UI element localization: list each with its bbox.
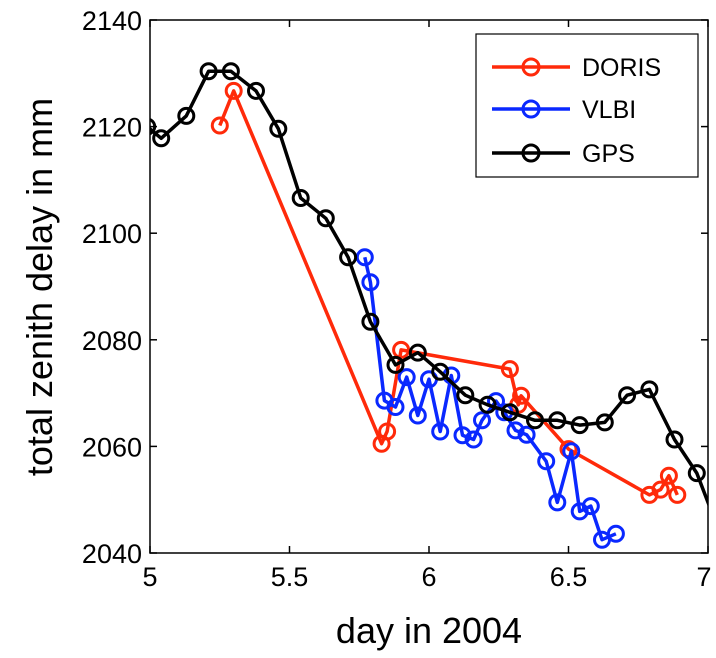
data-point-gps xyxy=(177,106,196,125)
data-point-doris xyxy=(500,360,519,379)
data-point-doris xyxy=(651,480,670,499)
data-point-vlbi xyxy=(562,442,581,461)
data-point-gps xyxy=(221,62,240,81)
data-point-gps xyxy=(618,386,637,405)
data-point-gps xyxy=(526,411,544,430)
data-point-vlbi xyxy=(581,497,600,516)
data-point-gps xyxy=(247,81,265,100)
y-tick-label: 2100 xyxy=(82,219,142,249)
data-point-doris xyxy=(659,466,678,485)
x-tick-label: 6.5 xyxy=(550,562,588,592)
data-point-doris xyxy=(392,340,411,359)
data-point-vlbi xyxy=(517,425,536,444)
legend-entry-vlbi: VLBI xyxy=(492,96,636,124)
x-tick-label: 5 xyxy=(142,562,157,592)
data-point-gps xyxy=(548,411,567,430)
data-point-gps xyxy=(408,343,427,362)
x-axis-title: day in 2004 xyxy=(336,610,522,651)
data-point-vlbi xyxy=(397,368,416,387)
data-point-gps xyxy=(595,413,614,432)
data-point-gps xyxy=(456,386,475,405)
data-point-vlbi xyxy=(355,248,374,267)
data-point-doris xyxy=(668,485,687,504)
data-point-vlbi xyxy=(361,273,380,292)
y-tick-label: 2080 xyxy=(82,326,142,356)
data-point-gps xyxy=(431,362,450,381)
series-line-doris xyxy=(218,89,679,497)
data-point-gps xyxy=(199,62,218,81)
legend-entry-doris: DORIS xyxy=(492,54,661,82)
data-point-vlbi xyxy=(473,411,491,430)
y-tick-label: 2040 xyxy=(82,539,142,569)
data-point-gps xyxy=(291,189,310,207)
data-point-gps xyxy=(500,403,519,422)
legend-label-vlbi: VLBI xyxy=(582,96,636,124)
data-point-gps xyxy=(339,248,358,267)
data-point-doris xyxy=(378,422,397,441)
series-gps xyxy=(150,62,716,539)
data-point-vlbi xyxy=(537,452,556,471)
data-point-gps xyxy=(316,209,335,228)
y-tick-label: 2060 xyxy=(82,432,142,462)
ticks-layer: 5 5.5 6 6.5 7 2040 2060 2080 2100 2120 2140 xyxy=(82,6,712,592)
data-point-vlbi xyxy=(386,398,405,416)
data-point-gps xyxy=(570,416,589,435)
data-point-gps xyxy=(665,430,684,449)
y-tick-label: 2120 xyxy=(82,113,142,143)
series-line-vlbi xyxy=(363,256,617,542)
data-point-vlbi xyxy=(453,426,472,445)
legend-marker-gps xyxy=(521,143,541,163)
x-tick-label: 5.5 xyxy=(271,562,309,592)
data-point-doris xyxy=(512,386,531,405)
y-tick-label: 2140 xyxy=(82,6,142,36)
legend-entry-gps: GPS xyxy=(492,140,635,168)
legend-marker-vlbi xyxy=(521,99,541,119)
legend-label-gps: GPS xyxy=(582,140,635,168)
data-point-vlbi xyxy=(506,421,525,440)
data-point-gps xyxy=(640,380,659,399)
data-point-gps xyxy=(687,464,706,483)
legend: DORIS VLBI GPS xyxy=(475,33,699,178)
data-point-vlbi xyxy=(548,493,567,512)
x-tick-label: 6 xyxy=(421,562,436,592)
data-point-doris xyxy=(224,81,243,100)
series-line-gps xyxy=(150,69,708,508)
data-point-vlbi xyxy=(464,430,483,449)
data-point-gps xyxy=(478,395,497,414)
series-layer xyxy=(150,62,716,549)
data-point-doris xyxy=(210,116,229,135)
series-vlbi xyxy=(355,248,625,549)
data-point-gps xyxy=(361,312,380,331)
y-axis-title: total zenith delay in mm xyxy=(19,98,60,476)
data-point-gps xyxy=(712,524,716,539)
data-point-gps xyxy=(386,355,405,374)
legend-marker-doris xyxy=(521,57,541,77)
legend-label-doris: DORIS xyxy=(582,54,661,82)
data-point-vlbi xyxy=(606,524,625,543)
data-point-gps xyxy=(269,119,288,138)
data-point-vlbi xyxy=(408,406,427,425)
data-point-vlbi xyxy=(431,422,450,441)
data-point-gps xyxy=(152,129,171,148)
x-tick-label: 7 xyxy=(696,562,711,592)
